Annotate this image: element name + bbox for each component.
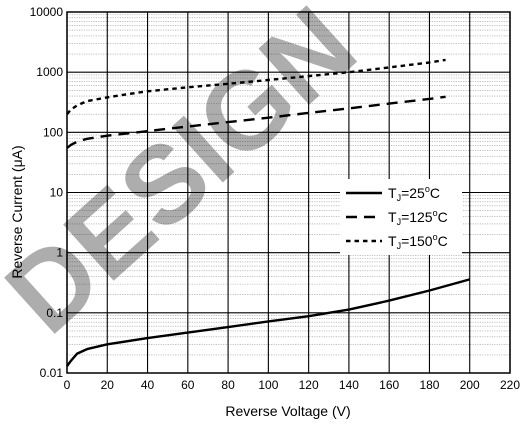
legend-label: TJ=150oC [388,232,448,251]
y-tick-label: 100 [43,125,63,139]
x-tick-label: 60 [181,378,195,392]
x-tick-label: 160 [379,378,399,392]
y-tick-label: 0.1 [46,306,63,320]
x-tick-label: 120 [299,378,319,392]
plot-frame [66,11,511,374]
y-tick-label: 1000 [36,65,63,79]
y-tick-label: 10 [50,186,64,200]
x-tick-label: 200 [460,378,480,392]
legend-label: TJ=125oC [388,208,448,227]
x-tick-label: 40 [141,378,155,392]
x-tick-label: 0 [64,378,71,392]
x-tick-label: 220 [500,378,520,392]
legend-box [340,179,462,255]
y-tick-labels: 0.01 0.1 1 10 100 1000 10000 [30,5,64,380]
data-series [66,58,471,367]
series-line-2 [66,95,446,149]
x-tick-label: 80 [221,378,235,392]
x-tick-label: 180 [419,378,439,392]
x-tick-labels: 0 20 40 60 80 100 120 140 160 180 200 220 [64,378,521,392]
x-axis-label: Reverse Voltage (V) [225,403,350,419]
y-axis-label: Reverse Current (μA) [9,145,25,278]
y-tick-label: 1 [56,246,63,260]
legend-label: TJ=25oC [388,184,440,203]
legend: TJ=25oC TJ=125oC TJ=150oC [340,179,462,255]
x-tick-label: 20 [101,378,115,392]
watermark: DESIGN [0,0,379,357]
series-line-1 [66,278,471,367]
y-tick-label: 10000 [30,5,64,19]
x-tick-label: 100 [258,378,278,392]
y-tick-label: 0.01 [40,366,64,380]
series-line-3 [66,58,446,115]
x-tick-label: 140 [339,378,359,392]
